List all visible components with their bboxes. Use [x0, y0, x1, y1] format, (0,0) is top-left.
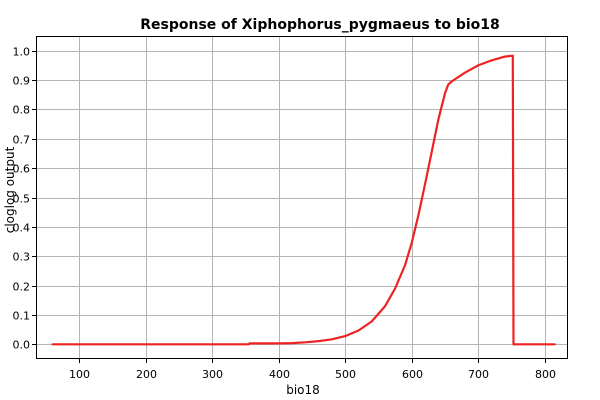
- x-tick-label: 100: [69, 368, 90, 381]
- x-tick-label: 700: [468, 368, 489, 381]
- y-tick-label: 0.6: [13, 163, 31, 176]
- y-tick-label: 0.8: [13, 104, 31, 117]
- plot-background: [36, 36, 568, 359]
- x-axis-label: bio18: [286, 383, 320, 397]
- y-tick-label: 0.4: [13, 222, 31, 235]
- x-tick-label: 500: [335, 368, 356, 381]
- x-tick-label: 200: [136, 368, 157, 381]
- chart-title: Response of Xiphophorus_pygmaeus to bio1…: [140, 17, 500, 33]
- y-tick-label: 0.5: [13, 193, 31, 206]
- y-tick-label: 1.0: [13, 46, 31, 59]
- y-tick-label: 0.3: [13, 251, 31, 264]
- plot-frame: [36, 36, 568, 359]
- y-tick-label: 0.2: [13, 281, 31, 294]
- plot-area: 100 200 300 400 500 600 700 800 0.0 0.1 0.2 0.3 0.4 0…: [13, 36, 568, 381]
- y-axis-label: cloglog output: [3, 146, 17, 233]
- y-tick-label: 0.0: [13, 339, 31, 352]
- x-tick-label: 300: [202, 368, 223, 381]
- response-curve-line: [51, 54, 556, 346]
- x-tick-label: 800: [535, 368, 556, 381]
- y-tick-label: 0.1: [13, 310, 31, 323]
- y-tick-label: 0.7: [13, 134, 31, 147]
- x-tick-label: 600: [402, 368, 423, 381]
- y-tick-label: 0.9: [13, 75, 31, 88]
- x-tick-label: 400: [269, 368, 290, 381]
